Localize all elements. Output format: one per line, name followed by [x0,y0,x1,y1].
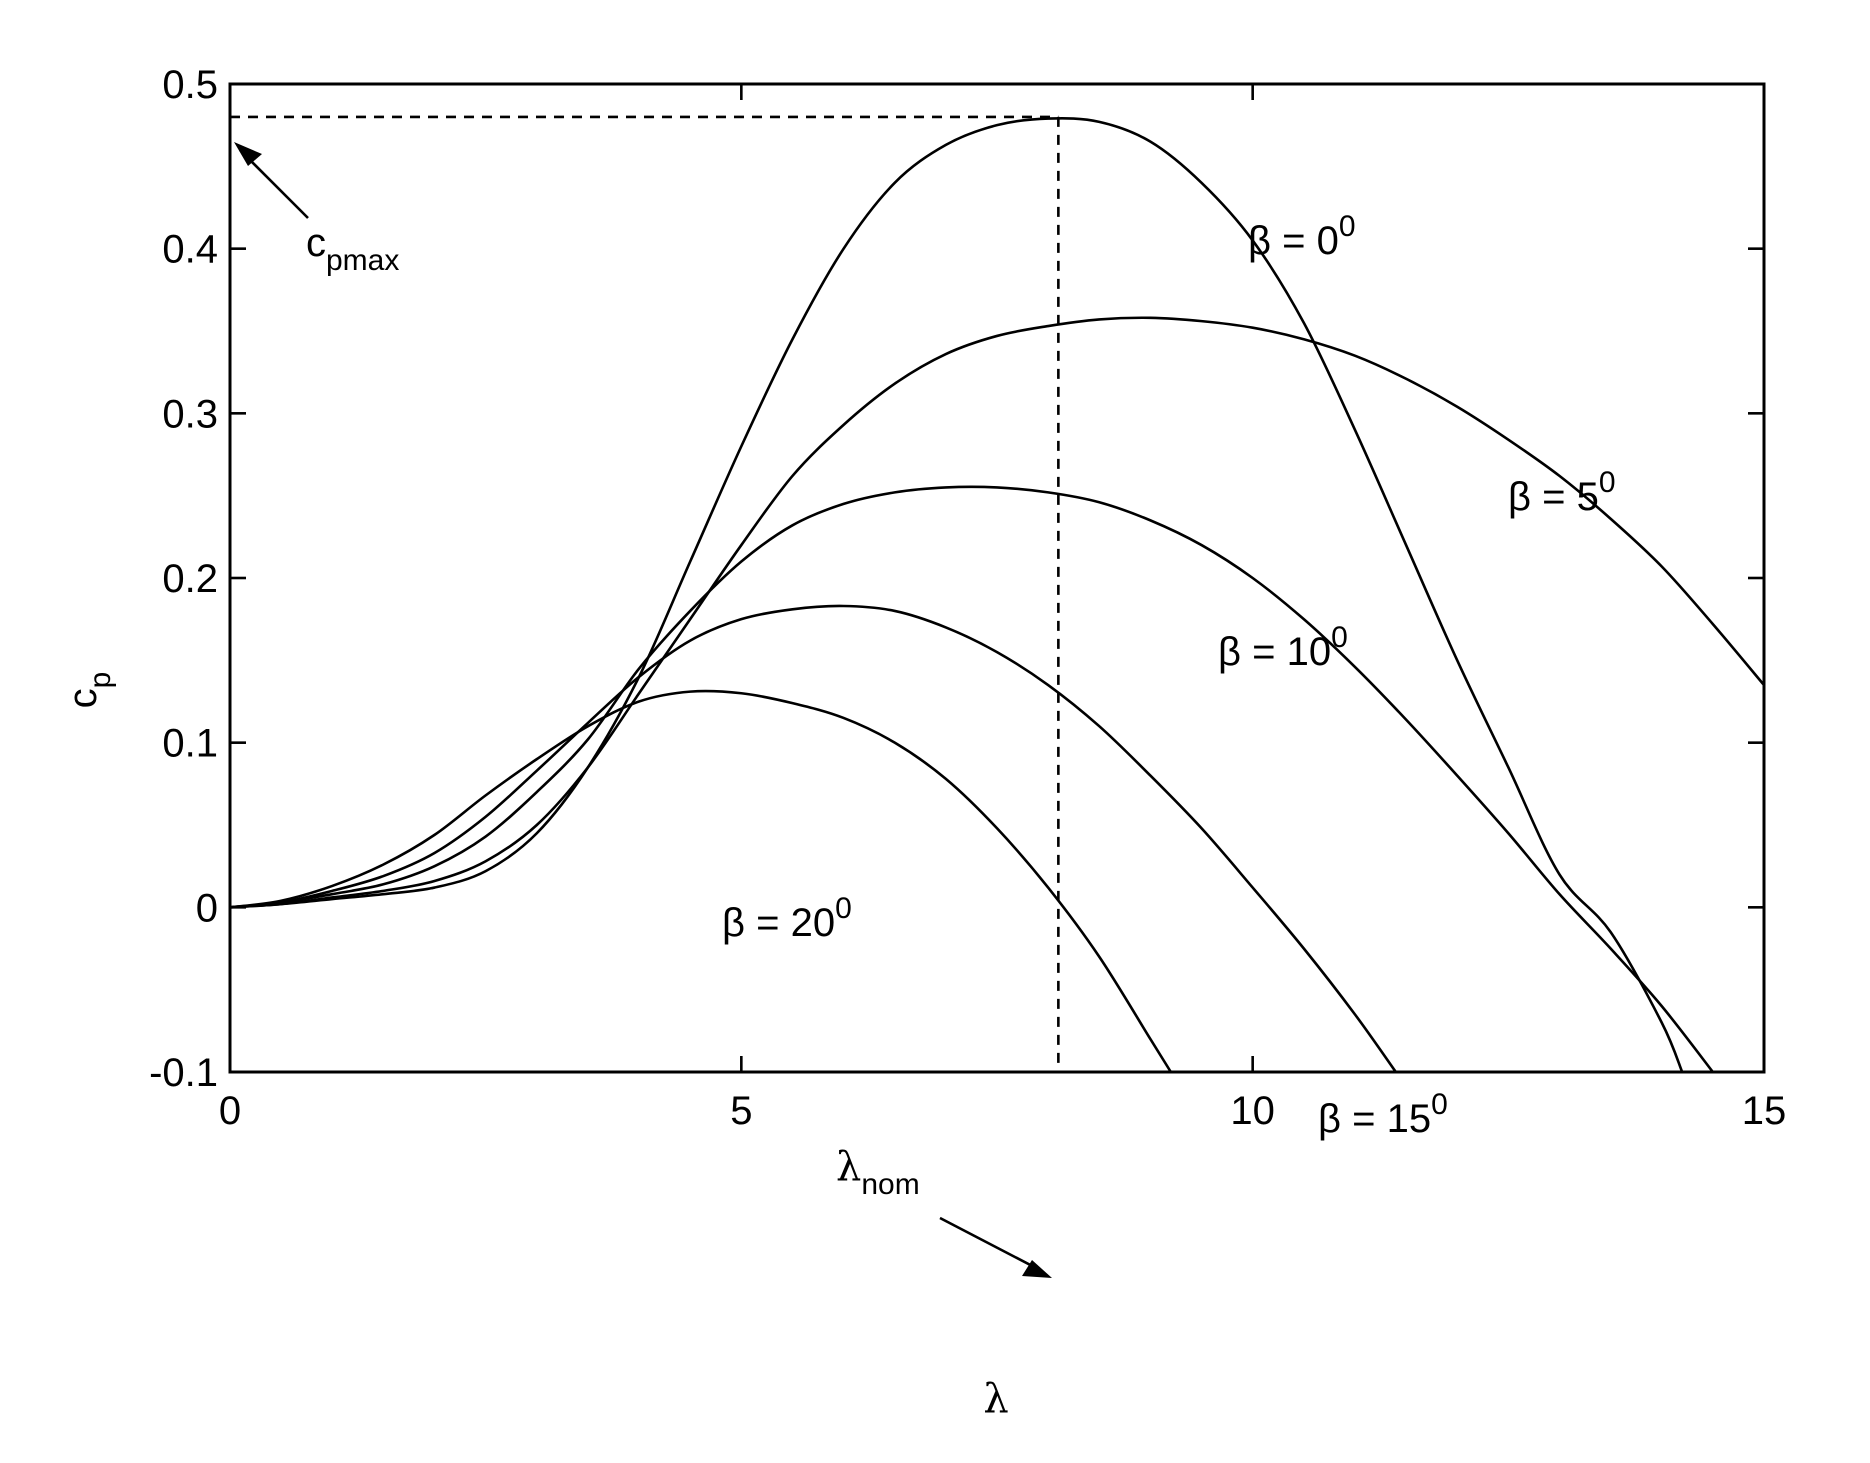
y-tick-label: 0.4 [162,228,218,272]
plot-frame [228,82,1766,1074]
series-line-1 [229,316,1765,909]
x-tick-label: 0 [219,1089,241,1133]
y-tick-label: 0.5 [162,63,218,107]
series-line-3 [229,604,1397,1073]
svg-text:cp: cp [61,672,117,709]
x-tick-label: 5 [730,1089,752,1133]
series-curves [229,117,1765,1073]
x-tick-labels: 0 5 10 15 [219,1089,1786,1133]
lambda-nom-annotation: λnom [836,1144,1052,1278]
lambda-nom-label: λnom [836,1144,920,1201]
x-axis-label: λ [983,1376,1008,1422]
label-beta-20: β = 200 [722,892,852,945]
y-tick-label: 0.2 [162,557,218,601]
lambda-nom-arrowhead [1022,1260,1052,1278]
x-tick-label: 15 [1742,1089,1787,1133]
cpmax-annotation: cpmax [234,142,399,277]
series-line-4 [229,689,1172,1073]
label-beta-10: β = 100 [1218,621,1348,674]
y-tick-labels: -0.1 0 0.1 0.2 0.3 0.4 0.5 [149,63,218,1095]
cpmax-label: cpmax [306,221,399,277]
y-axis-label: cp [61,672,117,709]
label-beta-5: β = 50 [1508,466,1616,519]
label-beta-15: β = 150 [1318,1088,1448,1141]
lambda-nom-arrow-shaft [939,1216,1041,1272]
series-line-2 [229,485,1714,1073]
y-tick-label: 0.3 [162,392,218,436]
y-tick-label: 0.1 [162,722,218,766]
y-tick-label: -0.1 [149,1051,218,1095]
y-tick-label: 0 [196,886,218,930]
series-line-0 [229,117,1684,1073]
x-tick-label: 10 [1230,1089,1275,1133]
label-beta-0: β = 00 [1248,210,1356,263]
cpmax-arrowhead [234,142,262,166]
axis-ticks [228,82,1766,1074]
